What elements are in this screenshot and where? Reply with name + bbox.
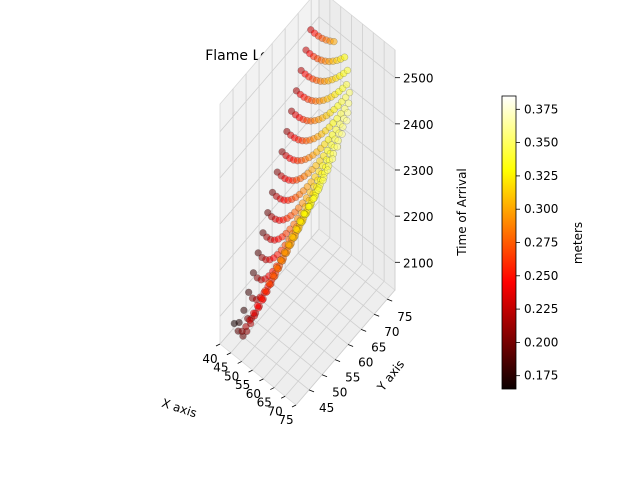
- colorbar-label: meters: [571, 222, 585, 264]
- z-tick-label: 2100: [403, 256, 434, 270]
- scatter-points: [230, 26, 354, 340]
- scatter-point: [303, 183, 311, 191]
- scatter-point: [338, 130, 346, 138]
- scatter-point: [242, 322, 250, 331]
- axis-ticks: 4045505560657075455055606570752100220023…: [202, 72, 433, 427]
- scatter-point: [292, 225, 300, 233]
- scatter-point: [339, 123, 347, 131]
- scatter-point: [319, 176, 327, 185]
- z-tick-label: 2500: [403, 72, 434, 86]
- scatter-point: [320, 140, 329, 148]
- colorbar-ticks: 0.175 0.200 0.225 0.250 0.275 0.300 0.325 0.350…: [516, 102, 558, 383]
- scatter-point: [245, 288, 253, 296]
- scatter-point: [282, 229, 290, 238]
- x-tick-label: 70: [267, 404, 282, 418]
- scatter-point: [324, 136, 333, 144]
- y-tick-label: 50: [332, 386, 347, 400]
- z-tick-label: 2400: [403, 118, 434, 132]
- scatter-point: [246, 316, 254, 324]
- scatter-point: [333, 143, 341, 151]
- scatter-point: [296, 217, 304, 225]
- colorbar-tick-label: 0.375: [524, 102, 558, 116]
- scatter-point: [312, 161, 320, 170]
- scatter-point: [240, 306, 248, 314]
- scatter-point: [329, 119, 337, 127]
- scatter-point: [277, 256, 285, 264]
- x-tick-label: 55: [235, 378, 250, 392]
- scatter-point: [328, 155, 337, 163]
- scatter-point: [334, 137, 342, 145]
- scatter-point: [249, 309, 258, 317]
- colorbar-tick-label: 0.200: [524, 335, 558, 349]
- scatter-point: [309, 195, 318, 203]
- scatter-point: [343, 117, 351, 125]
- colorbar-tick-label: 0.275: [524, 236, 558, 250]
- scatter-point: [338, 98, 346, 106]
- x-tick-label: 75: [278, 413, 293, 427]
- z-tick-label: 2200: [403, 210, 434, 224]
- scatter-point: [344, 99, 353, 107]
- scatter-point: [261, 287, 269, 295]
- scatter-point: [333, 114, 341, 123]
- scatter-point: [257, 294, 266, 302]
- y-tick-label: 55: [345, 371, 360, 385]
- scatter-point: [253, 302, 262, 310]
- x-tick-label: 65: [257, 396, 272, 410]
- scatter-point: [273, 264, 281, 272]
- scatter-point: [314, 186, 322, 194]
- scatter-point: [288, 233, 296, 241]
- x-tick-label: 45: [213, 361, 228, 375]
- scatter-point: [273, 250, 282, 259]
- scatter-point: [230, 319, 238, 328]
- scatter-point: [343, 66, 352, 75]
- scatter-point: [344, 109, 352, 117]
- scatter-point: [265, 279, 273, 287]
- scatter-point: [284, 240, 293, 249]
- scatter-point: [340, 53, 349, 61]
- x-tick-label: 40: [202, 352, 217, 366]
- scatter-point: [238, 327, 246, 335]
- scatter-point: [249, 269, 258, 277]
- scatter-point: [324, 166, 332, 174]
- x-tick-label: 50: [224, 369, 239, 383]
- y-tick-label: 75: [397, 310, 412, 324]
- scatter-point: [304, 202, 313, 211]
- y-tick-label: 70: [384, 325, 399, 339]
- y-tick-label: 65: [371, 340, 386, 354]
- scatter-point: [345, 88, 354, 97]
- y-tick-label: 45: [319, 401, 334, 415]
- y-tick-label: 60: [358, 356, 373, 370]
- colorbar: [501, 95, 517, 390]
- scatter-point: [254, 249, 262, 257]
- colorbar-tick-label: 0.225: [524, 302, 558, 316]
- scatter-point: [330, 37, 338, 46]
- y-axis-label: Y axis: [374, 357, 407, 394]
- x-tick-label: 60: [246, 387, 261, 401]
- z-axis-label: Time of Arrival: [455, 168, 469, 257]
- colorbar-tick-label: 0.250: [524, 269, 558, 283]
- scatter-point: [300, 209, 308, 218]
- x-axis-label: X axis: [160, 396, 199, 420]
- scatter-point: [342, 93, 350, 101]
- colorbar-tick-label: 0.300: [524, 202, 558, 216]
- scatter-point: [280, 248, 289, 256]
- scatter-point: [269, 271, 277, 280]
- colorbar-tick-label: 0.175: [524, 369, 558, 383]
- colorbar-tick-label: 0.325: [524, 169, 558, 183]
- z-tick-label: 2300: [403, 164, 434, 178]
- scatter-point: [342, 80, 351, 89]
- colorbar-tick-label: 0.350: [524, 136, 558, 150]
